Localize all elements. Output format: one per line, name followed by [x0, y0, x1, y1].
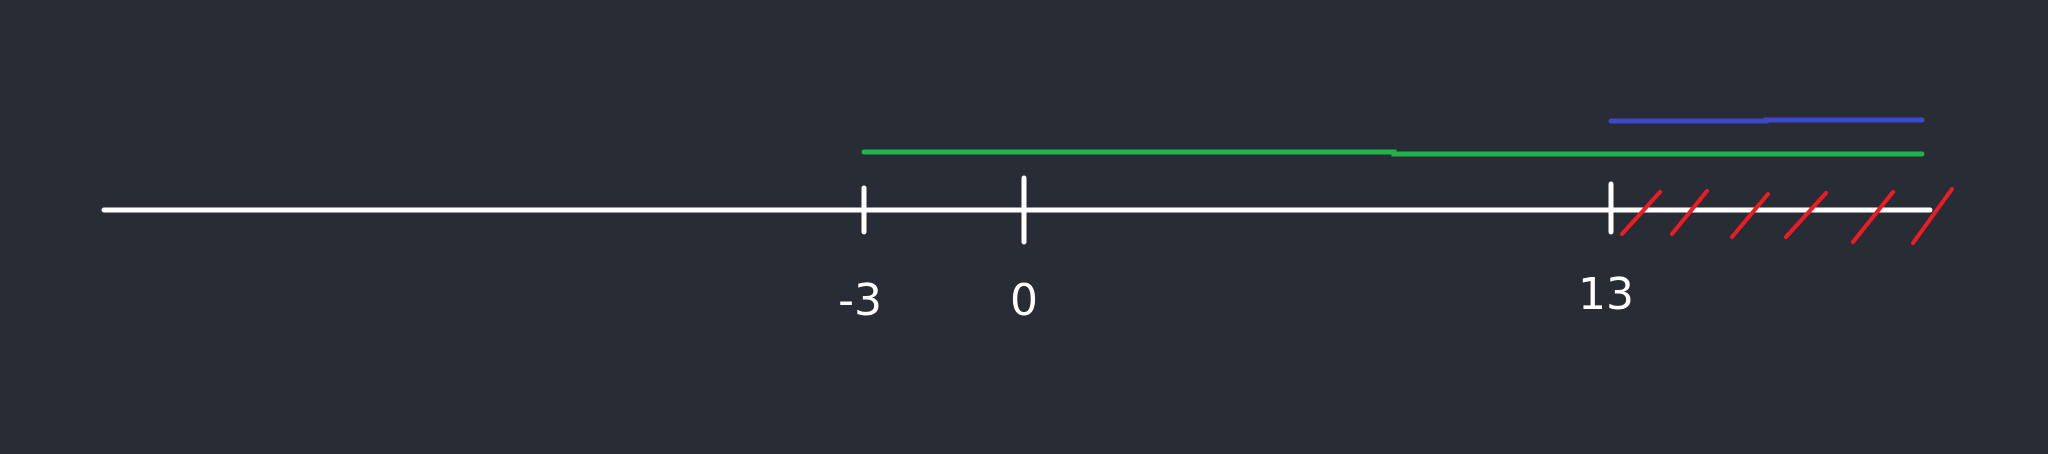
hatch-mark — [1851, 190, 1895, 244]
hatch-mark — [1620, 190, 1662, 236]
blue-interval-line — [1608, 117, 1925, 124]
tick-label-13: 13 — [1578, 269, 1634, 320]
hatch-mark — [1911, 187, 1954, 245]
hatch-mark — [1784, 191, 1828, 239]
hatch-mark — [1730, 192, 1770, 239]
hatch-mark — [1670, 189, 1709, 236]
green-interval-line — [861, 149, 1925, 157]
tick-label-0: 0 — [1010, 275, 1038, 326]
tick-label-minus-3: -3 — [838, 275, 882, 326]
excluded-region-hatching — [1620, 187, 1954, 245]
